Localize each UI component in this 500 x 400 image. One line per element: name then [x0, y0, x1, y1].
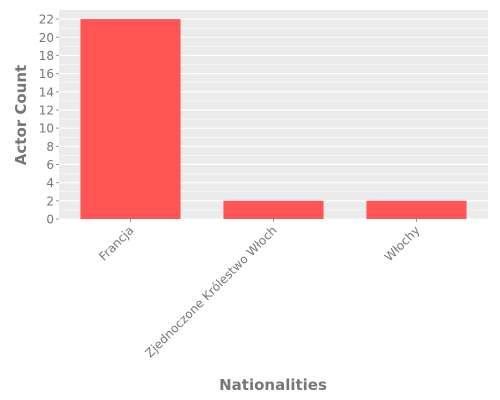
- y-tick-label: 22: [39, 13, 54, 27]
- y-tick-label: 4: [46, 176, 54, 190]
- y-tick-label: 16: [39, 67, 54, 81]
- y-tick-label: 6: [46, 158, 54, 172]
- bars: [80, 19, 467, 219]
- x-axis-ticks: Francja Zjednoczone Królestwo Włoch Włochy: [96, 219, 423, 360]
- y-tick-label: 18: [39, 49, 54, 63]
- bar: [366, 200, 467, 219]
- x-tick-label: Zjednoczone Królestwo Włoch: [143, 223, 280, 360]
- y-tick-label: 8: [46, 140, 54, 154]
- bar: [223, 200, 324, 219]
- x-tick-label: Włochy: [382, 223, 423, 264]
- y-tick-label: 2: [46, 194, 54, 208]
- bar: [80, 19, 181, 219]
- y-tick-label: 20: [39, 31, 54, 45]
- y-tick-label: 14: [39, 85, 54, 99]
- y-tick-label: 12: [39, 103, 54, 117]
- y-tick-label: 10: [39, 122, 54, 136]
- y-tick-label: 0: [46, 213, 54, 227]
- x-axis-title: Nationalities: [219, 376, 327, 394]
- y-axis-title: Actor Count: [12, 65, 30, 165]
- x-tick-label: Francja: [96, 223, 136, 263]
- y-axis-ticks: 0 2 4 6 8 10 12 14 16 18 20 22: [39, 13, 59, 227]
